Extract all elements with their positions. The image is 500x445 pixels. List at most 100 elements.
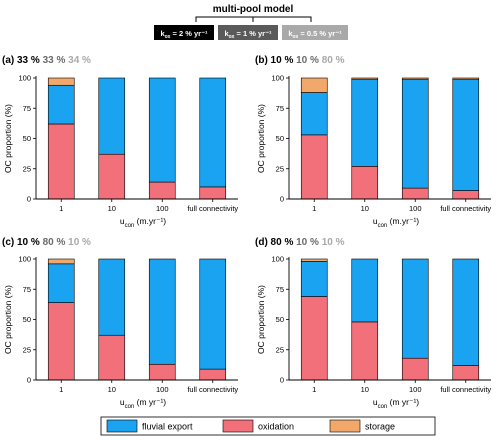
y-axis-label: OC proportion (%) — [256, 104, 266, 173]
y-tick-label: 75 — [23, 285, 31, 294]
y-tick-label: 0 — [280, 376, 284, 385]
bar-oxidation — [300, 134, 328, 200]
y-axis-label: OC proportion (%) — [3, 104, 13, 173]
x-tick-label: 1 — [312, 385, 316, 394]
bar-stack — [401, 77, 429, 200]
y-tick-label: 75 — [276, 104, 284, 113]
bar-storage — [452, 77, 480, 80]
bar-oxidation — [401, 357, 429, 381]
bar-oxidation — [351, 166, 379, 200]
bar-fluvial-export — [300, 92, 328, 136]
panel-percent-1: 80 % — [271, 237, 297, 248]
legend-label: fluvial export — [142, 422, 193, 432]
y-tick-label: 0 — [27, 195, 31, 204]
bar-fluvial-export — [98, 77, 126, 155]
panel-percent-2: 33 % — [43, 55, 69, 66]
model-header: multi-pool model kox = 2 % yr⁻¹ kox = 1 % … — [154, 4, 348, 40]
x-tick-label: 10 — [361, 204, 369, 213]
bar-storage — [47, 77, 75, 86]
bar-stack — [401, 258, 429, 381]
y-tick-label: 25 — [23, 345, 31, 354]
panel-percent-2: 80 % — [43, 237, 69, 248]
y-tick-label: 25 — [276, 345, 284, 354]
y-tick-label: 50 — [276, 315, 284, 324]
legend-swatch — [106, 419, 138, 433]
bar-storage — [47, 258, 75, 265]
x-tick-label: 100 — [409, 385, 422, 394]
y-axis-label: OC proportion (%) — [3, 285, 13, 354]
y-tick-label: 100 — [18, 255, 31, 264]
kox-box-label: kox = 0.5 % yr⁻¹ — [288, 29, 342, 40]
bar-storage — [401, 77, 429, 80]
bar-oxidation — [452, 190, 480, 200]
x-tick-label: 10 — [108, 385, 116, 394]
panel-label: (d) 80 % 10 % 10 % — [255, 237, 345, 248]
kox-box-bg — [218, 25, 278, 40]
panel-percent-2: 10 % — [296, 237, 322, 248]
bar-storage — [300, 258, 328, 262]
legend-item-fluvial-export: fluvial export — [106, 419, 193, 433]
y-tick-label: 0 — [27, 376, 31, 385]
bar-stack — [148, 258, 176, 381]
bar-stack — [199, 258, 227, 381]
bar-oxidation — [98, 153, 126, 200]
y-tick-label: 100 — [18, 74, 31, 83]
kox-box-label: kox = 2 % yr⁻¹ — [160, 29, 208, 40]
bar-stack — [199, 77, 227, 200]
panel-b: (b) 10 % 10 % 80 % 1 10 100 full connectivit… — [255, 55, 491, 229]
x-axis-label: ucon (m yr⁻¹) — [120, 397, 166, 410]
panel-percent-1: 10 % — [271, 55, 297, 66]
bar-stack — [300, 77, 328, 200]
x-tick-label: full connectivity — [440, 204, 491, 213]
bar-oxidation — [351, 321, 379, 381]
bar-fluvial-export — [351, 78, 379, 167]
legend-swatch — [222, 419, 254, 433]
panel-c: (c) 10 % 80 % 10 % 1 10 100 full connectivit… — [2, 237, 238, 410]
x-tick-label: 1 — [59, 385, 63, 394]
legend-item-oxidation: oxidation — [222, 419, 294, 433]
bar-fluvial-export — [148, 258, 176, 365]
x-axis-label: ucon (m yr⁻¹) — [373, 397, 419, 410]
x-tick-label: 100 — [156, 204, 169, 213]
bar-oxidation — [148, 363, 176, 381]
panel-percent-3: 80 % — [322, 55, 345, 66]
header-title: multi-pool model — [213, 4, 294, 15]
x-tick-label: 10 — [361, 385, 369, 394]
bar-fluvial-export — [199, 77, 227, 188]
bar-stack — [351, 77, 379, 200]
bar-oxidation — [47, 123, 75, 200]
bar-fluvial-export — [148, 77, 176, 183]
bar-storage — [300, 77, 328, 93]
kox-box-2: kox = 1 % yr⁻¹ — [218, 25, 278, 40]
y-tick-label: 50 — [276, 134, 284, 143]
bar-oxidation — [199, 368, 227, 381]
x-tick-label: 10 — [108, 204, 116, 213]
x-tick-label: 1 — [59, 204, 63, 213]
bar-oxidation — [452, 365, 480, 381]
bar-storage — [351, 77, 379, 80]
x-tick-label: 1 — [312, 204, 316, 213]
x-tick-label: 100 — [409, 204, 422, 213]
bar-fluvial-export — [98, 258, 126, 336]
bar-oxidation — [98, 334, 126, 381]
legend: fluvial export oxidation storage — [100, 416, 436, 436]
x-axis-label: ucon (m.yr⁻¹) — [373, 216, 419, 229]
panel-label: (a) 33 % 33 % 34 % — [2, 55, 91, 66]
y-tick-label: 100 — [271, 74, 284, 83]
bar-oxidation — [401, 187, 429, 200]
kox-box-3: kox = 0.5 % yr⁻¹ — [282, 25, 348, 40]
bar-stack — [98, 258, 126, 381]
bar-stack — [351, 258, 379, 381]
panel-percent-3: 10 % — [68, 237, 91, 248]
bar-stack — [300, 258, 328, 381]
bar-oxidation — [199, 186, 227, 200]
panel-a: (a) 33 % 33 % 34 % 1 10 100 full connectivit… — [2, 55, 238, 229]
x-axis-label: ucon (m.yr⁻¹) — [120, 216, 166, 229]
panel-label: (b) 10 % 10 % 80 % — [255, 55, 345, 66]
y-tick-label: 50 — [23, 315, 31, 324]
bar-stack — [148, 77, 176, 200]
legend-label: oxidation — [258, 422, 294, 432]
kox-box-1: kox = 2 % yr⁻¹ — [154, 25, 214, 40]
y-tick-label: 25 — [23, 164, 31, 173]
y-tick-label: 0 — [280, 195, 284, 204]
